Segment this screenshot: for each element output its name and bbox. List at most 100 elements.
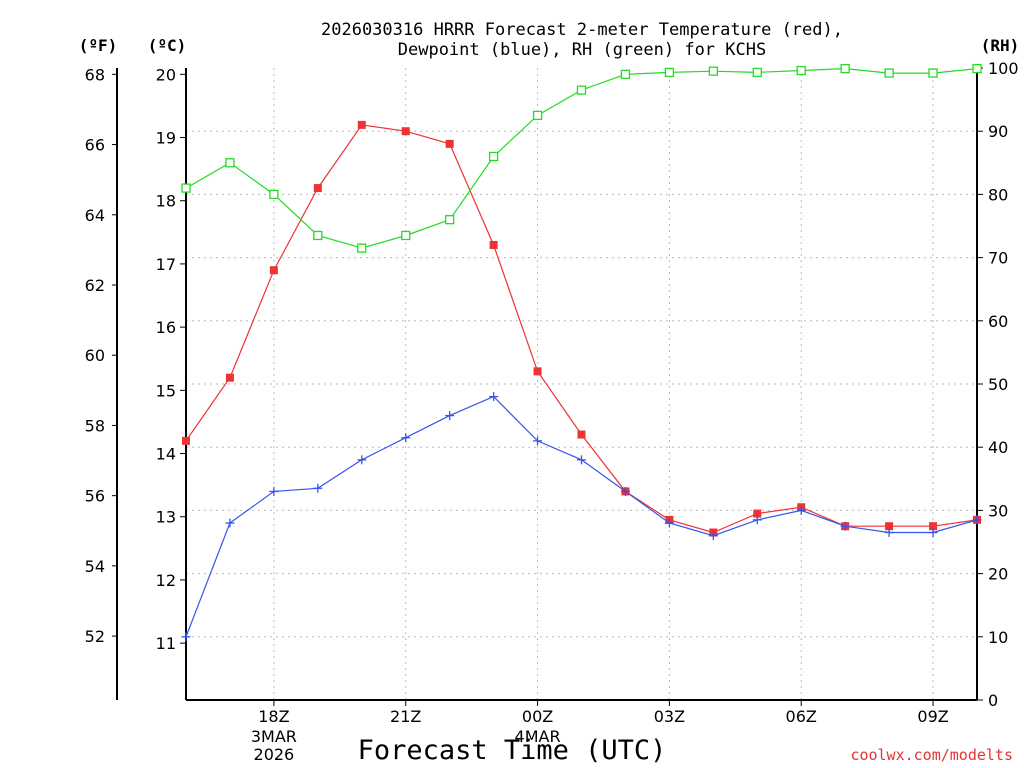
dewpoint-point: [752, 515, 762, 525]
rh-point: [620, 69, 631, 79]
temperature-point: [577, 430, 586, 439]
rh-point: [972, 63, 982, 74]
x-tick-date-label: 4MAR: [515, 727, 561, 746]
fahrenheit-tick-label: 66: [85, 136, 105, 155]
temperature-point: [401, 127, 410, 136]
rh-tick-label: 60: [988, 312, 1008, 331]
celsius-tick-label: 18: [156, 192, 176, 211]
x-tick-label: 03Z: [654, 707, 685, 726]
celsius-tick-label: 13: [156, 508, 176, 527]
dewpoint-point: [796, 505, 806, 515]
dewpoint-point: [401, 433, 411, 443]
fahrenheit-tick-label: 54: [85, 557, 105, 576]
temperature-point: [269, 266, 278, 275]
rh-point: [840, 63, 850, 74]
fahrenheit-tick-label: 52: [85, 627, 105, 646]
dewpoint-point: [577, 455, 586, 465]
x-tick-label: 00Z: [522, 707, 553, 726]
chart-title-line1: 2026030316 HRRR Forecast 2-meter Tempera…: [321, 20, 843, 40]
temperature-point: [357, 120, 366, 129]
rh-point: [181, 183, 191, 193]
dewpoint-point: [181, 632, 191, 642]
dewpoint-point: [533, 436, 543, 446]
temperature-point: [489, 240, 498, 249]
celsius-tick-label: 12: [156, 571, 176, 590]
x-axis-label: Forecast Time (UTC): [358, 735, 667, 766]
rh-point: [445, 215, 455, 225]
fahrenheit-tick-label: 60: [85, 346, 105, 365]
unit-celsius-label: (ºC): [148, 36, 187, 55]
dewpoint-point: [445, 411, 455, 421]
rh-tick-label: 70: [988, 249, 1008, 268]
axes: [116, 68, 978, 701]
rh-tick-label: 50: [988, 375, 1008, 394]
dewpoint-point: [884, 528, 894, 538]
tick-labels: 52 54 56 58 60 62 64 66 68 11 12 13 14 15 16 17 18 19 20 0 1…: [85, 59, 1019, 764]
temperature-point: [225, 373, 234, 382]
chart-title-line2: Dewpoint (blue), RH (green) for KCHS: [398, 40, 766, 60]
rh-point: [401, 230, 411, 241]
dewpoint-point: [664, 518, 674, 528]
temperature-point: [313, 184, 322, 193]
unit-rh-label: (RH): [981, 36, 1020, 55]
dewpoint-point: [489, 392, 499, 402]
dewpoint-point: [357, 455, 367, 465]
rh-tick-label: 0: [988, 691, 998, 710]
rh-tick-label: 30: [988, 501, 1008, 520]
dewpoint-point: [708, 531, 718, 541]
rh-point: [532, 110, 543, 121]
temperature-point: [533, 367, 542, 376]
unit-fahrenheit-label: (ºF): [79, 36, 118, 55]
celsius-tick-label: 14: [156, 445, 176, 464]
x-tick-date-label: 3MAR: [251, 727, 297, 746]
dewpoint-point: [620, 486, 630, 496]
rh-point: [357, 243, 367, 253]
rh-point: [664, 67, 675, 78]
rh-point: [576, 85, 587, 95]
rh-point: [225, 158, 235, 168]
rh-tick-label: 10: [988, 628, 1008, 647]
celsius-tick-label: 16: [156, 318, 176, 337]
rh-point: [884, 68, 894, 78]
rh-tick-label: 40: [988, 438, 1008, 457]
x-tick-year-label: 2026: [254, 745, 295, 764]
celsius-tick-label: 11: [156, 634, 176, 653]
rh-point: [708, 66, 718, 76]
temperature-point: [929, 522, 938, 531]
dewpoint-point: [972, 515, 982, 525]
celsius-tick-label: 17: [156, 255, 176, 274]
rh-point: [269, 189, 279, 200]
dewpoint-point: [313, 483, 323, 493]
rh-point: [752, 67, 762, 78]
dewpoint-point: [840, 521, 850, 531]
x-tick-label: 18Z: [258, 707, 289, 726]
rh-point: [796, 65, 806, 76]
dewpoint-point: [269, 486, 279, 496]
x-tick-label: 09Z: [917, 707, 948, 726]
fahrenheit-tick-label: 56: [85, 487, 105, 506]
rh-tick-label: 100: [988, 59, 1019, 78]
temperature-point: [182, 436, 190, 445]
data-series: [181, 63, 982, 642]
fahrenheit-tick-label: 68: [85, 65, 105, 84]
x-tick-label: 06Z: [786, 707, 817, 726]
rh-tick-label: 80: [988, 185, 1008, 204]
dewpoint-point: [225, 518, 235, 528]
rh-point: [313, 230, 323, 241]
dewpoint-point: [928, 528, 938, 538]
temperature-line: [185, 124, 978, 534]
credit-text: coolwx.com/modelts: [850, 746, 1013, 764]
temperature-point: [753, 509, 762, 518]
rh-point: [928, 68, 938, 78]
fahrenheit-tick-label: 58: [85, 416, 105, 435]
temperature-point: [885, 522, 894, 531]
x-tick-label: 21Z: [390, 707, 421, 726]
rh-tick-label: 20: [988, 565, 1008, 584]
fahrenheit-tick-label: 64: [85, 206, 105, 225]
celsius-tick-label: 20: [156, 65, 176, 84]
rh-line: [185, 67, 978, 249]
grid-lines: [186, 68, 977, 700]
fahrenheit-tick-label: 62: [85, 276, 105, 295]
celsius-tick-label: 19: [156, 129, 176, 148]
